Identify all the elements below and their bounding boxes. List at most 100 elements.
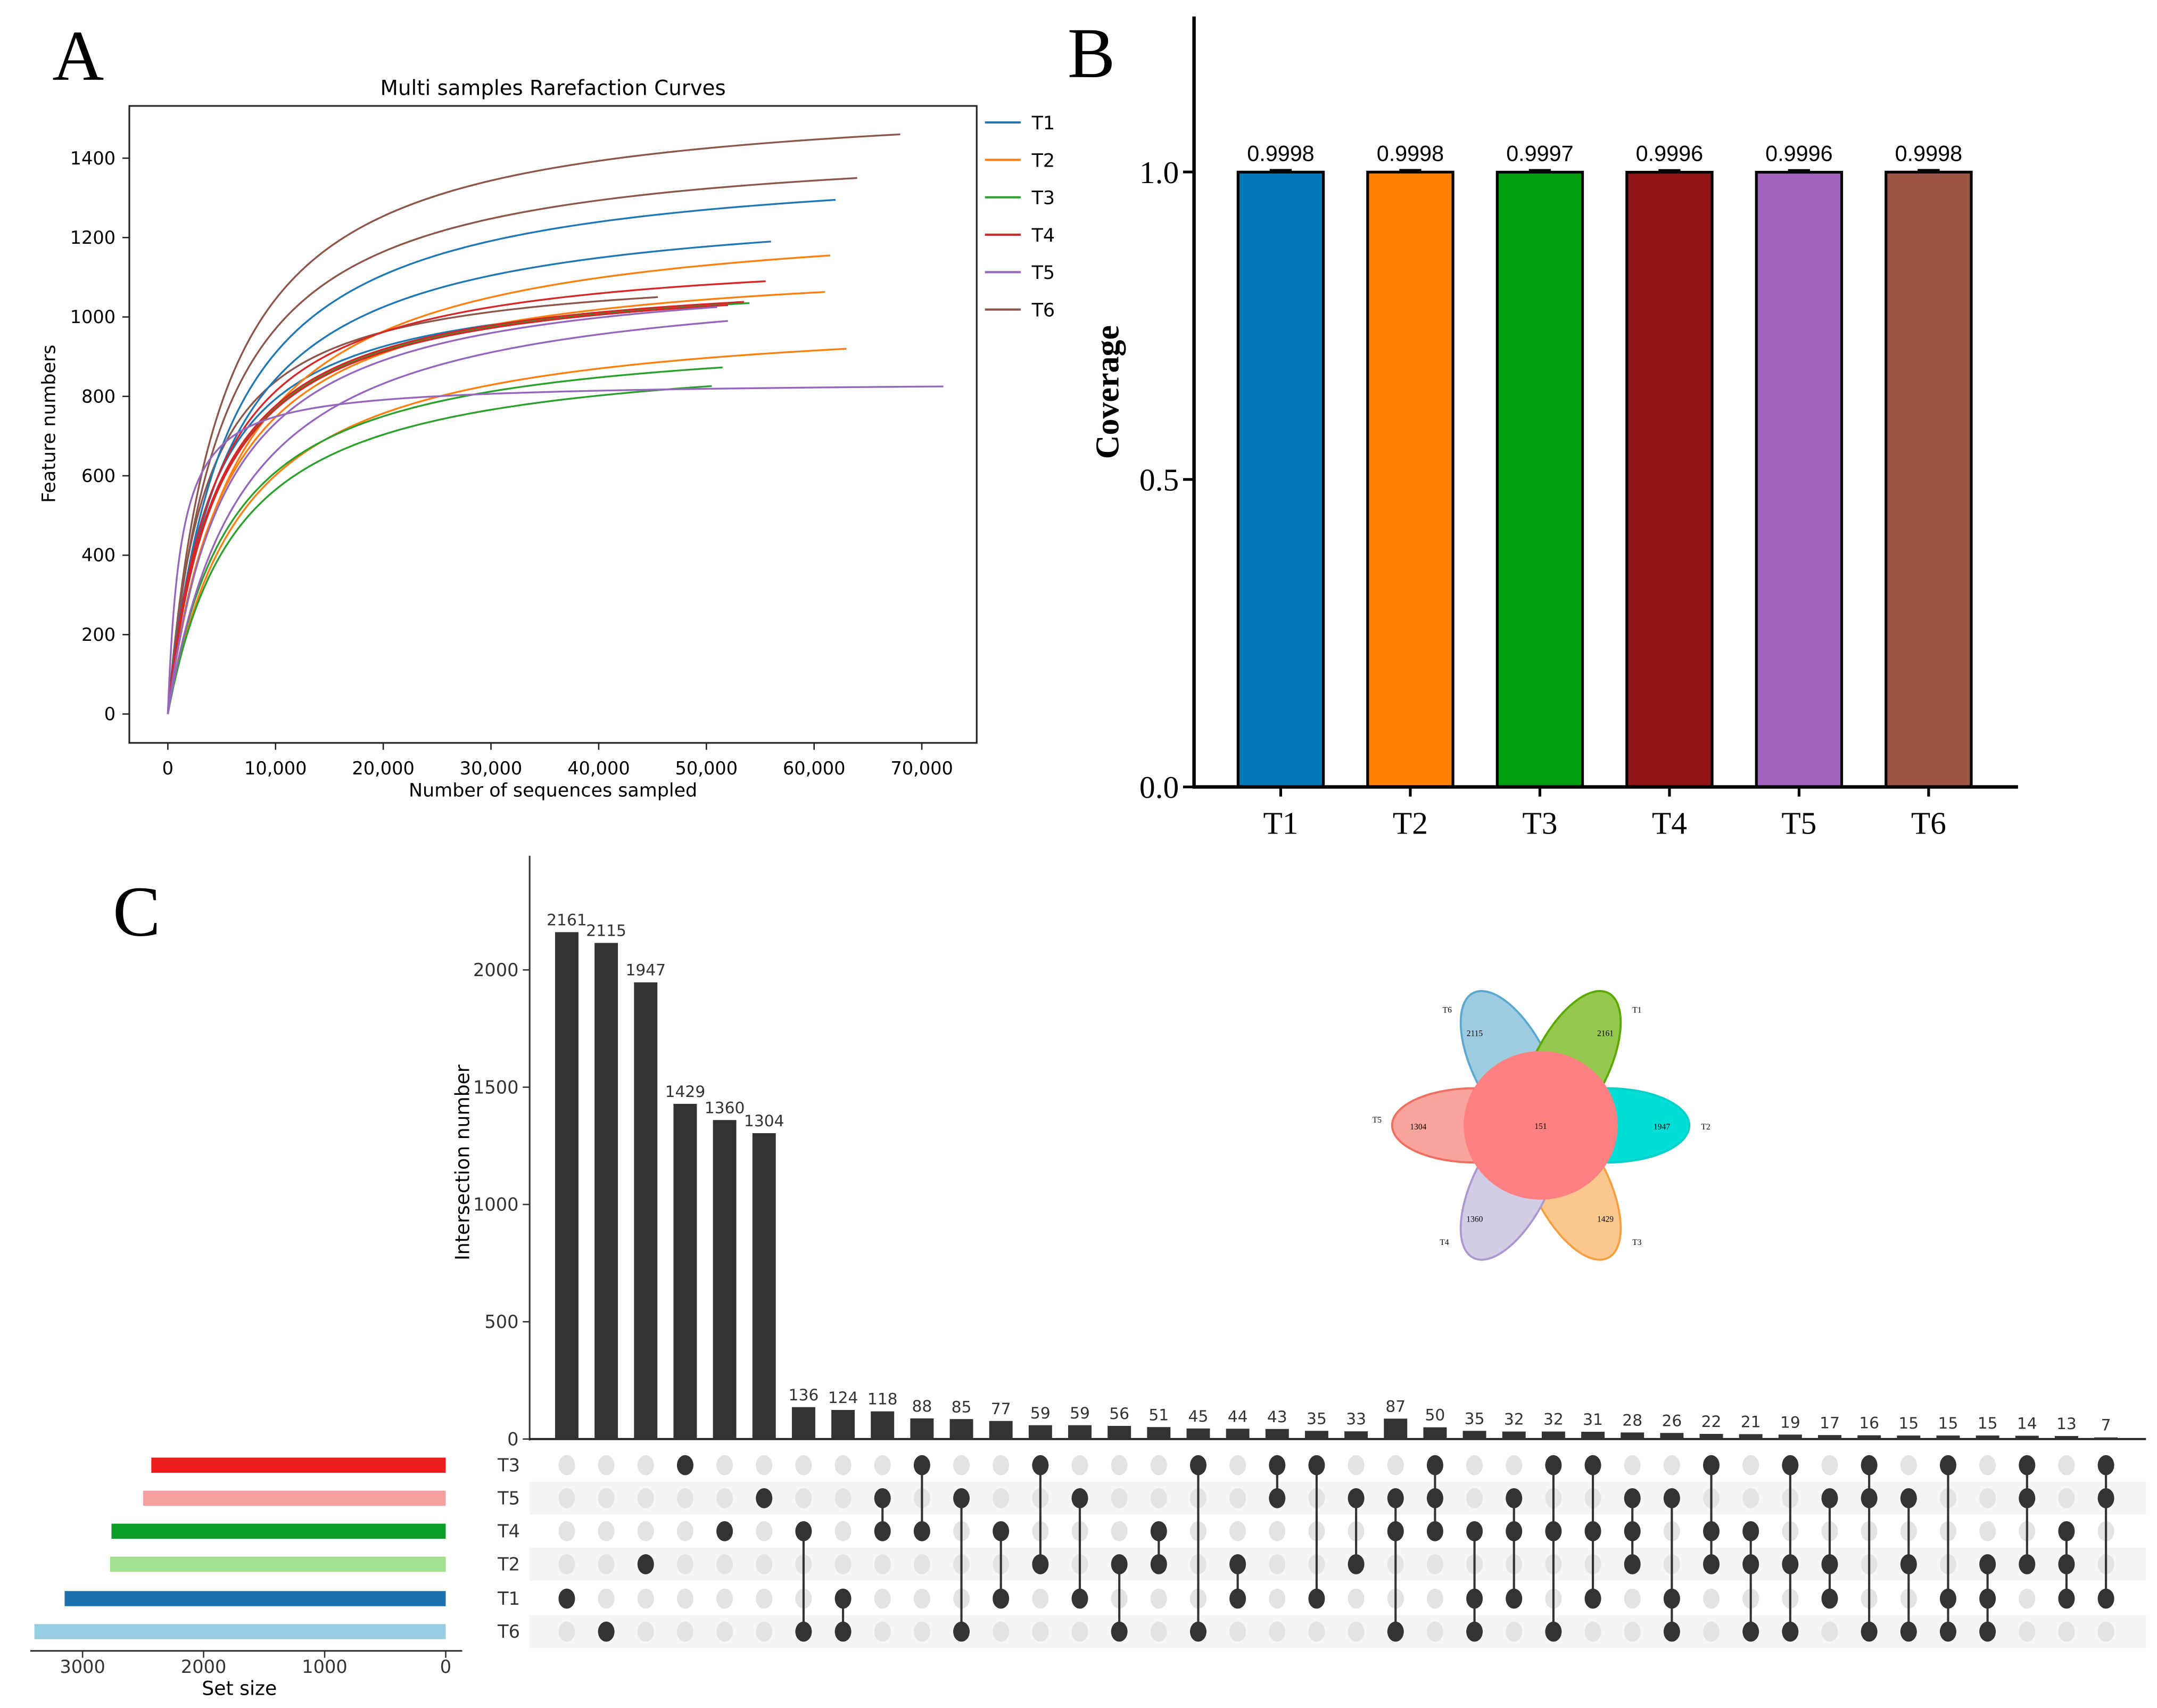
legend-label-t6: T6: [1031, 300, 1055, 321]
intersection-bar: [871, 1411, 895, 1439]
matrix-dot-filled: [1071, 1488, 1088, 1508]
matrix-dot-empty: [1584, 1621, 1601, 1642]
matrix-dot-filled: [1387, 1621, 1404, 1642]
matrix-row-label-t2: T2: [497, 1554, 520, 1575]
matrix-dot-filled: [1821, 1554, 1838, 1574]
matrix-dot-empty: [1071, 1621, 1088, 1642]
intersection-value-label: 59: [1030, 1404, 1051, 1423]
intersection-value-label: 15: [1938, 1414, 1958, 1433]
intersection-bar: [949, 1419, 973, 1439]
matrix-dot-empty: [637, 1488, 654, 1508]
matrix-dot-empty: [1466, 1455, 1483, 1475]
matrix-dot-filled: [993, 1588, 1010, 1609]
intersection-value-label: 31: [1583, 1410, 1603, 1429]
matrix-dot-filled: [1506, 1588, 1523, 1609]
intersection-value-label: 87: [1385, 1397, 1406, 1416]
matrix-dot-filled: [1742, 1521, 1759, 1541]
matrix-dot-empty: [2058, 1455, 2075, 1475]
matrix-dot-filled: [1624, 1521, 1641, 1541]
y-tick-label: 500: [484, 1311, 518, 1332]
intersection-matrix: T3 T5 T4 T2 T1 T6: [497, 1455, 2114, 1642]
legend-label-t5: T5: [1031, 262, 1055, 284]
matrix-dot-filled: [2019, 1455, 2036, 1475]
rarefaction-frame: [128, 105, 978, 744]
matrix-dot-filled: [2019, 1554, 2036, 1574]
matrix-dot-empty: [1348, 1455, 1365, 1475]
matrix-dot-empty: [834, 1488, 852, 1508]
matrix-row-label-t1: T1: [497, 1588, 520, 1609]
coverage-category-label: T3: [1522, 805, 1557, 840]
matrix-dot-empty: [913, 1621, 930, 1642]
matrix-dot-filled: [1269, 1488, 1286, 1508]
matrix-dot-empty: [558, 1621, 575, 1642]
intersection-bar: [634, 982, 658, 1439]
matrix-dot-empty: [716, 1455, 733, 1475]
intersection-bars: 0500100015002000216121151947142913601304…: [473, 855, 2146, 1449]
matrix-dot-empty: [756, 1455, 773, 1475]
matrix-dot-filled: [795, 1521, 812, 1541]
matrix-dot-filled: [1979, 1554, 1996, 1574]
intersection-bar: [1897, 1435, 1921, 1439]
matrix-dot-filled: [2097, 1455, 2114, 1475]
matrix-dot-empty: [558, 1455, 575, 1475]
rarefaction-curve-t4: [167, 304, 728, 714]
y-tick-label: 1000: [70, 307, 116, 327]
set-size-bar-t2: [110, 1556, 446, 1572]
matrix-dot-filled: [1861, 1621, 1878, 1642]
matrix-dot-filled: [1111, 1554, 1128, 1574]
intersection-value-label: 44: [1228, 1407, 1248, 1426]
matrix-dot-empty: [1466, 1488, 1483, 1508]
coverage-ticks: 0.0 0.5 1.0: [1139, 155, 1194, 805]
matrix-dot-filled: [637, 1554, 654, 1574]
intersection-value-label: 35: [1307, 1409, 1327, 1428]
intersection-value-label: 45: [1188, 1407, 1209, 1426]
intersection-bar: [1226, 1429, 1250, 1439]
matrix-dot-filled: [2058, 1521, 2075, 1541]
intersection-value-label: 15: [1898, 1414, 1919, 1433]
intersection-bar: [713, 1120, 737, 1439]
matrix-dot-empty: [1269, 1521, 1286, 1541]
matrix-dot-filled: [913, 1521, 930, 1541]
intersection-value-label: 124: [828, 1389, 858, 1407]
intersection-bar: [1541, 1431, 1565, 1439]
matrix-dot-empty: [716, 1621, 733, 1642]
matrix-dot-empty: [953, 1455, 970, 1475]
matrix-dot-empty: [756, 1521, 773, 1541]
matrix-dot-empty: [1032, 1621, 1049, 1642]
matrix-dot-filled: [1939, 1621, 1956, 1642]
matrix-dot-empty: [1821, 1455, 1838, 1475]
matrix-dot-empty: [716, 1488, 733, 1508]
matrix-dot-empty: [874, 1554, 891, 1574]
matrix-dot-empty: [795, 1488, 812, 1508]
matrix-dot-empty: [2019, 1588, 2036, 1609]
matrix-dot-empty: [1229, 1521, 1246, 1541]
intersection-bar: [752, 1133, 776, 1439]
matrix-row-label-t5: T5: [497, 1488, 520, 1508]
intersection-bar: [1423, 1427, 1447, 1439]
y-tick-label: 1000: [473, 1194, 519, 1215]
matrix-dot-filled: [558, 1588, 575, 1609]
matrix-dot-empty: [993, 1455, 1010, 1475]
matrix-dot-filled: [1545, 1621, 1562, 1642]
legend-label-t3: T3: [1031, 188, 1055, 209]
matrix-dot-filled: [834, 1621, 852, 1642]
matrix-dot-filled: [874, 1488, 891, 1508]
matrix-dot-filled: [2019, 1488, 2036, 1508]
flower-venn: 151 2115 T6 2161 T1 1947 T2 1429 T3 1360 T4 1304 T5: [1373, 990, 1710, 1261]
rarefaction-curves: [167, 133, 944, 714]
venn-petal-value: 1304: [1410, 1123, 1426, 1132]
matrix-dot-empty: [1111, 1488, 1128, 1508]
matrix-dot-filled: [834, 1588, 852, 1609]
matrix-dot-empty: [598, 1554, 615, 1574]
intersection-value-label: 15: [1978, 1414, 1998, 1433]
coverage-category-label: T5: [1781, 805, 1816, 840]
intersection-bar: [1739, 1434, 1763, 1439]
intersection-bar: [1068, 1425, 1092, 1439]
intersection-bar: [594, 943, 618, 1439]
matrix-dot-filled: [1663, 1488, 1680, 1508]
intersection-bar: [1108, 1425, 1131, 1439]
intersection-bar: [1462, 1431, 1486, 1439]
matrix-dot-empty: [2058, 1621, 2075, 1642]
y-tick-label: 600: [81, 466, 115, 486]
matrix-dot-empty: [676, 1621, 693, 1642]
